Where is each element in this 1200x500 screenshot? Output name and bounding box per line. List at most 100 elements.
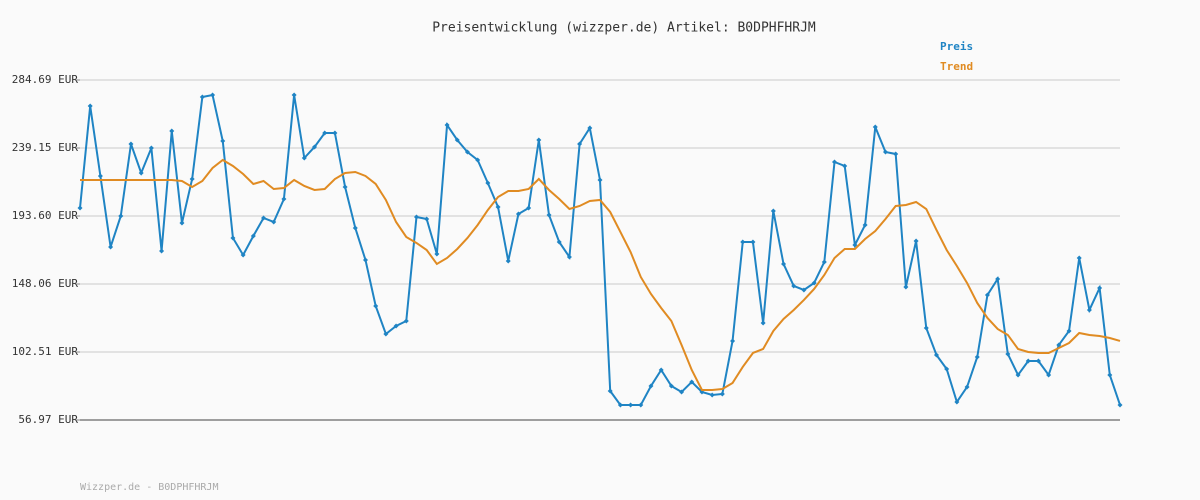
point-marker: [995, 276, 1001, 282]
point-marker: [668, 383, 674, 389]
point-marker: [97, 173, 103, 179]
point-marker: [301, 155, 307, 161]
point-marker: [342, 184, 348, 190]
point-marker: [118, 213, 124, 219]
y-tick-label: 102.51 EUR: [12, 345, 79, 358]
series-line: [79, 93, 1121, 406]
point-marker: [148, 145, 154, 151]
point-marker: [373, 303, 379, 309]
point-marker: [169, 128, 175, 134]
point-marker: [750, 239, 756, 245]
point-marker: [923, 325, 929, 331]
point-marker: [199, 94, 205, 100]
point-marker: [87, 103, 93, 109]
y-tick-label: 148.06 EUR: [12, 277, 79, 290]
point-marker: [1086, 307, 1092, 313]
point-marker: [1035, 358, 1041, 364]
point-marker: [964, 384, 970, 390]
point-marker: [362, 257, 368, 263]
point-marker: [974, 354, 980, 360]
point-marker: [791, 283, 797, 289]
point-marker: [230, 235, 236, 241]
y-tick-label: 239.15 EUR: [12, 141, 79, 154]
point-marker: [862, 222, 868, 228]
footer: Wizzper.de - B0DPHFHRJM: [80, 482, 218, 493]
point-marker: [1097, 285, 1103, 291]
chart-title: Preisentwicklung (wizzper.de) Artikel: B…: [432, 21, 816, 36]
point-marker: [730, 338, 736, 344]
point-marker: [485, 180, 491, 186]
point-marker: [77, 205, 83, 211]
point-marker: [413, 214, 419, 220]
point-marker: [108, 244, 114, 250]
point-marker: [893, 151, 899, 157]
point-marker: [1117, 402, 1123, 408]
point-marker: [882, 149, 888, 155]
point-marker: [128, 141, 134, 147]
y-tick-label: 56.97 EUR: [18, 413, 78, 426]
point-marker: [393, 323, 399, 329]
point-marker: [781, 261, 787, 267]
point-marker: [220, 138, 226, 144]
point-marker: [1066, 328, 1072, 334]
point-marker: [821, 259, 827, 265]
point-marker: [679, 389, 685, 395]
point-marker: [1076, 255, 1082, 261]
point-marker: [1107, 372, 1113, 378]
point-marker: [842, 163, 848, 169]
point-marker: [475, 157, 481, 163]
point-marker: [597, 177, 603, 183]
point-marker: [709, 392, 715, 398]
point-marker: [556, 239, 562, 245]
point-marker: [638, 402, 644, 408]
point-marker: [1056, 342, 1062, 348]
y-tick-label: 193.60 EUR: [12, 209, 79, 222]
point-marker: [811, 280, 817, 286]
point-marker: [770, 208, 776, 214]
point-marker: [577, 141, 583, 147]
point-marker: [383, 331, 389, 337]
point-marker: [801, 287, 807, 293]
point-marker: [719, 391, 725, 397]
point-marker: [944, 366, 950, 372]
point-marker: [352, 225, 358, 231]
point-marker: [913, 238, 919, 244]
point-marker: [760, 320, 766, 326]
point-marker: [312, 144, 318, 150]
point-marker: [454, 137, 460, 143]
point-marker: [281, 196, 287, 202]
point-marker: [434, 251, 440, 257]
point-marker: [658, 367, 664, 373]
point-marker: [444, 122, 450, 128]
point-marker: [505, 258, 511, 264]
legend-label: Trend: [940, 60, 973, 73]
y-tick-label: 284.69 EUR: [12, 73, 79, 86]
point-marker: [261, 215, 267, 221]
point-marker: [464, 149, 470, 155]
point-marker: [1005, 351, 1011, 357]
point-marker: [526, 205, 532, 211]
point-marker: [179, 220, 185, 226]
point-marker: [210, 92, 216, 98]
point-marker: [566, 254, 572, 260]
point-marker: [872, 124, 878, 130]
point-marker: [984, 292, 990, 298]
point-marker: [587, 125, 593, 131]
point-marker: [903, 284, 909, 290]
point-marker: [189, 176, 195, 182]
point-marker: [546, 212, 552, 218]
point-marker: [832, 159, 838, 165]
legend-label: Preis: [940, 40, 973, 53]
point-marker: [954, 399, 960, 405]
point-marker: [332, 130, 338, 136]
point-marker: [689, 379, 695, 385]
point-marker: [159, 248, 165, 254]
point-marker: [424, 216, 430, 222]
point-marker: [291, 92, 297, 98]
point-marker: [607, 388, 613, 394]
point-marker: [138, 170, 144, 176]
point-marker: [1046, 372, 1052, 378]
series-line: [80, 158, 1121, 391]
point-marker: [1025, 358, 1031, 364]
